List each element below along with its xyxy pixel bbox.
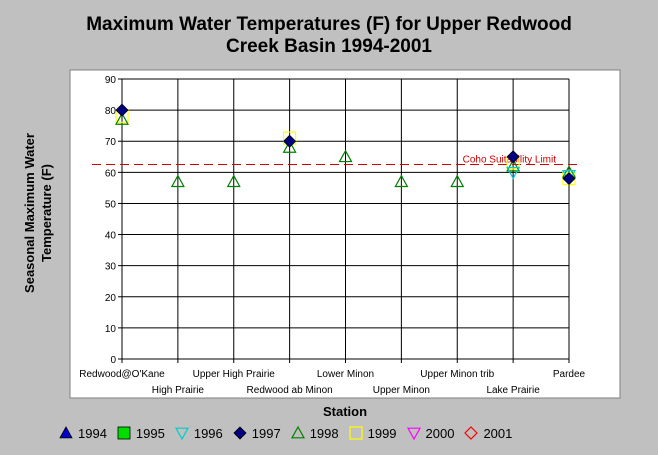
x-tick-label: Redwood ab Minon	[247, 385, 333, 396]
data-point-1998	[394, 174, 409, 188]
legend-marker-2000	[406, 427, 421, 441]
legend-item-1998: 1998	[290, 425, 339, 441]
legend-label: 2000	[425, 425, 455, 441]
y-tick-label: 20	[105, 293, 117, 304]
legend-marker-1999	[349, 426, 363, 440]
legend-label: 1995	[135, 425, 165, 441]
legend-item-1995: 1995	[116, 425, 165, 441]
legend-marker-shape	[290, 425, 305, 439]
y-tick-label: 90	[105, 75, 117, 86]
y-tick-label: 80	[105, 106, 117, 117]
y-tick-label: 60	[105, 168, 117, 179]
x-tick-label: Redwood@O'Kane	[79, 369, 165, 380]
data-point-1998	[114, 112, 130, 125]
y-tick-label: 0	[110, 355, 116, 366]
legend-label: 1997	[251, 425, 281, 441]
legend-marker-1997	[233, 426, 247, 440]
x-tick-label: High Prairie	[152, 385, 205, 396]
legend-label: 1994	[78, 425, 107, 441]
legend-marker-1996	[174, 427, 189, 441]
data-point-1997	[115, 103, 129, 117]
legend-marker-1995	[117, 426, 131, 440]
legend-item-2001: 2001	[463, 425, 512, 441]
legend-marker-shape	[174, 427, 189, 441]
legend-marker-shape	[59, 426, 73, 439]
legend-item-1996: 1996	[174, 425, 223, 441]
legend-marker-shape	[117, 426, 131, 440]
data-point-1998	[506, 158, 521, 172]
legend-item-1999: 1999	[348, 425, 397, 441]
x-axis-label: Station	[322, 404, 368, 419]
data-point-1998	[338, 149, 353, 163]
x-tick-label: Upper Minon trib	[420, 369, 494, 380]
legend-marker-shape	[406, 427, 421, 441]
y-tick-label: 10	[105, 324, 117, 335]
legend-label: 1999	[367, 425, 397, 441]
x-tick-label: Upper High Prairie	[193, 369, 276, 380]
y-tick-label: 50	[105, 199, 117, 210]
y-tick-label: 40	[105, 231, 117, 242]
chart-title-line-1: Maximum Water Temperatures (F) for Upper…	[86, 14, 572, 35]
data-point-1998	[450, 174, 465, 188]
legend-label: 1996	[193, 425, 223, 441]
y-tick-label: 30	[105, 262, 117, 273]
legend-marker-shape	[464, 426, 479, 440]
chart-title-line-2: Creek Basin 1994-2001	[226, 36, 432, 57]
legend-marker-2001	[464, 426, 479, 440]
data-point-1998	[170, 174, 185, 188]
data-point-1996	[506, 166, 521, 180]
x-tick-label: Lower Minon	[317, 369, 374, 380]
legend-marker-shape	[349, 426, 363, 440]
legend-marker-shape	[233, 426, 247, 440]
legend-item-1997: 1997	[232, 425, 281, 441]
chart-legend: 1994 1995 1996 1997 1998 1999 2000 2001	[58, 424, 521, 442]
x-tick-label: Lake Prairie	[486, 385, 540, 396]
data-point-1997	[506, 150, 520, 164]
data-point-1998	[226, 174, 241, 188]
data-point-1997	[283, 134, 297, 148]
y-tick-label: 70	[105, 137, 117, 148]
legend-item-2000: 2000	[406, 425, 455, 441]
x-tick-label: Upper Minon	[373, 385, 430, 396]
reference-line-label: Coho Suitability Limit	[463, 155, 557, 166]
data-point-1998	[282, 140, 297, 153]
legend-item-1994: 1994	[58, 425, 107, 441]
legend-marker-1998	[290, 425, 305, 439]
x-tick-label: Pardee	[553, 369, 586, 380]
legend-marker-1994	[59, 426, 73, 439]
legend-label: 2001	[483, 425, 513, 441]
chart-title: Maximum Water Temperatures (F) for Upper…	[0, 14, 658, 58]
data-point-1997	[562, 171, 576, 186]
legend-label: 1998	[309, 425, 339, 441]
